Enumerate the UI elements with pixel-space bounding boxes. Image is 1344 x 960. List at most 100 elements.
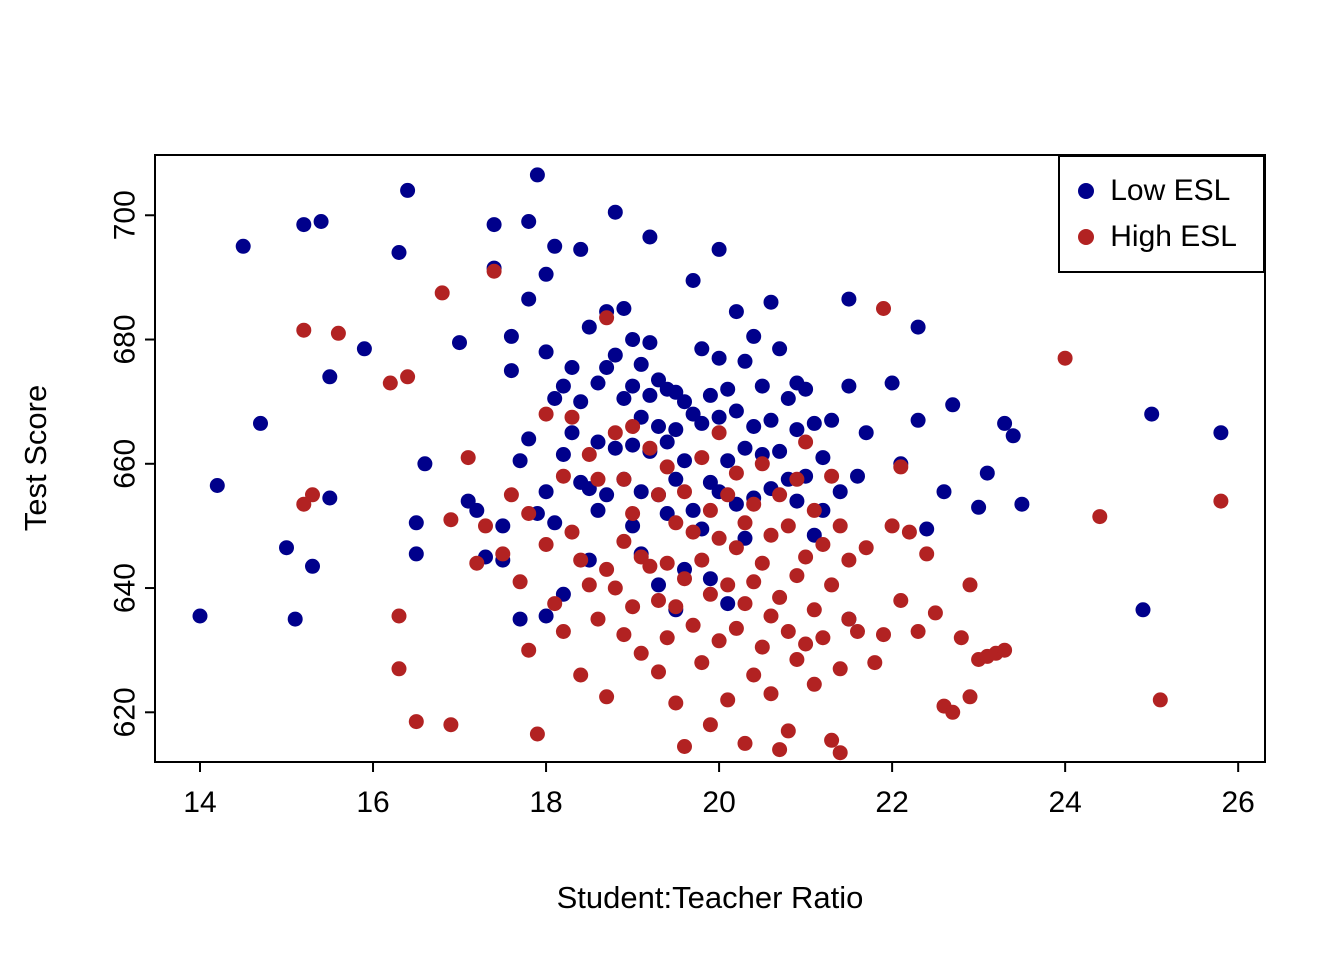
data-point-low-esl — [1135, 602, 1151, 618]
data-point-high-esl — [677, 571, 692, 587]
y-tick-label: 660 — [109, 439, 142, 489]
data-point-high-esl — [590, 471, 606, 487]
data-point-high-esl — [607, 580, 623, 596]
data-point-high-esl — [702, 717, 718, 733]
data-point-high-esl — [754, 456, 770, 472]
data-point-low-esl — [512, 453, 528, 469]
data-point-low-esl — [720, 596, 736, 612]
y-tick-label: 640 — [109, 563, 142, 613]
data-point-high-esl — [772, 742, 788, 758]
data-point-low-esl — [503, 328, 519, 344]
data-point-low-esl — [408, 515, 424, 531]
data-point-low-esl — [296, 217, 312, 233]
data-point-low-esl — [642, 335, 658, 351]
data-point-low-esl — [763, 294, 779, 310]
data-point-high-esl — [564, 409, 580, 425]
data-point-high-esl — [599, 561, 615, 577]
data-point-high-esl — [737, 735, 753, 751]
legend-label-high-esl: High ESL — [1110, 220, 1237, 253]
data-point-high-esl — [538, 406, 554, 422]
data-point-low-esl — [668, 422, 684, 438]
data-point-low-esl — [685, 502, 701, 518]
x-tick-label: 18 — [529, 786, 562, 819]
data-point-high-esl — [789, 568, 805, 584]
data-point-high-esl — [564, 524, 580, 540]
data-point-low-esl — [677, 453, 692, 469]
legend-label-low-esl: Low ESL — [1110, 174, 1231, 207]
data-point-high-esl — [711, 633, 727, 649]
data-point-low-esl — [789, 422, 805, 438]
data-point-low-esl — [538, 344, 554, 360]
data-point-high-esl — [555, 468, 571, 484]
y-axis-title: Test Score — [18, 384, 53, 532]
data-point-high-esl — [702, 502, 718, 518]
data-point-high-esl — [763, 608, 779, 624]
data-point-high-esl — [728, 465, 744, 481]
data-point-high-esl — [893, 459, 909, 475]
data-point-low-esl — [417, 456, 433, 472]
data-point-high-esl — [296, 496, 312, 512]
data-point-high-esl — [867, 655, 883, 671]
data-point-low-esl — [625, 437, 641, 453]
data-point-high-esl — [876, 301, 891, 316]
data-point-low-esl — [737, 440, 753, 456]
data-point-low-esl — [590, 434, 606, 450]
data-point-low-esl — [581, 319, 597, 335]
data-point-high-esl — [443, 512, 459, 528]
data-point-low-esl — [720, 453, 736, 469]
data-point-low-esl — [789, 493, 805, 509]
data-point-high-esl — [694, 655, 710, 671]
legend-dot-low-esl-icon — [1078, 183, 1095, 199]
data-point-high-esl — [720, 487, 736, 503]
data-point-low-esl — [356, 341, 372, 357]
data-point-low-esl — [884, 375, 900, 391]
plot-box — [154, 154, 1266, 763]
data-point-high-esl — [798, 636, 814, 652]
data-point-high-esl — [486, 263, 502, 279]
data-point-high-esl — [581, 447, 597, 462]
data-point-low-esl — [728, 403, 744, 419]
data-point-high-esl — [832, 661, 848, 677]
data-point-low-esl — [538, 608, 554, 624]
data-point-high-esl — [651, 664, 666, 680]
data-point-high-esl — [633, 645, 649, 661]
data-point-high-esl — [495, 546, 511, 562]
data-point-low-esl — [728, 496, 744, 512]
data-point-high-esl — [780, 723, 796, 739]
data-point-high-esl — [850, 624, 865, 639]
data-point-low-esl — [936, 484, 952, 500]
data-point-low-esl — [824, 412, 840, 428]
data-point-low-esl — [391, 245, 407, 260]
data-point-low-esl — [651, 577, 666, 593]
y-tick-label: 700 — [109, 190, 142, 240]
data-point-low-esl — [452, 335, 467, 351]
data-point-high-esl — [1092, 509, 1108, 525]
data-point-high-esl — [521, 506, 537, 521]
data-point-high-esl — [625, 419, 641, 434]
data-point-high-esl — [841, 611, 857, 627]
y-tick-label: 620 — [109, 687, 142, 737]
data-point-high-esl — [599, 689, 615, 705]
data-point-high-esl — [927, 605, 943, 621]
data-point-high-esl — [763, 686, 779, 702]
data-point-high-esl — [858, 540, 874, 556]
data-point-high-esl — [711, 530, 727, 546]
data-point-high-esl — [677, 484, 692, 500]
data-point-high-esl — [824, 468, 840, 484]
data-point-low-esl — [798, 381, 814, 397]
data-point-low-esl — [659, 434, 675, 450]
data-point-low-esl — [772, 341, 788, 357]
data-point-low-esl — [607, 347, 623, 363]
data-point-low-esl — [521, 431, 537, 447]
data-point-low-esl — [538, 484, 554, 500]
data-point-high-esl — [512, 574, 528, 590]
x-tick-label: 26 — [1221, 786, 1254, 819]
data-point-high-esl — [668, 695, 684, 711]
data-point-low-esl — [469, 502, 485, 518]
data-point-low-esl — [668, 384, 684, 400]
data-point-high-esl — [694, 450, 710, 466]
data-point-low-esl — [910, 319, 926, 335]
data-point-high-esl — [391, 661, 407, 677]
data-point-high-esl — [901, 524, 917, 540]
